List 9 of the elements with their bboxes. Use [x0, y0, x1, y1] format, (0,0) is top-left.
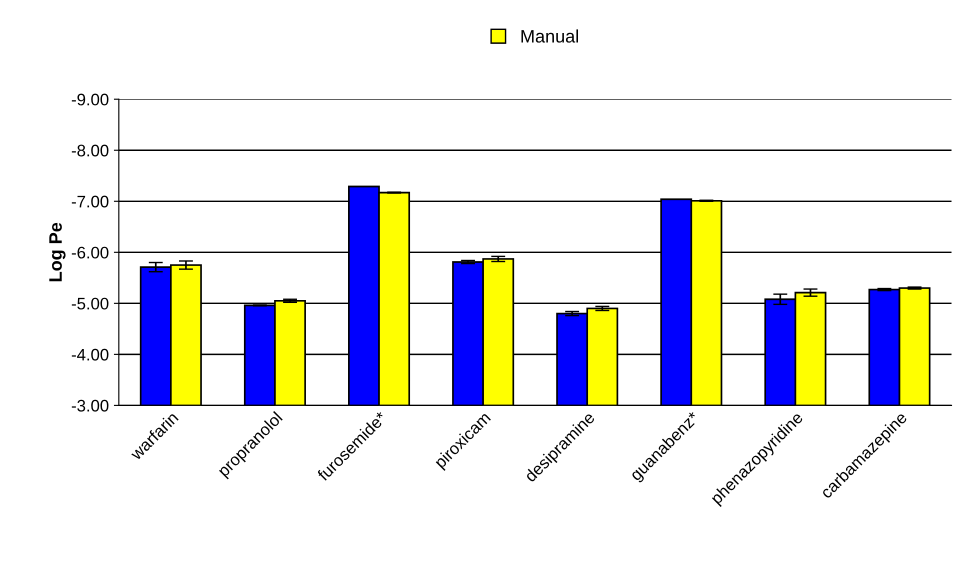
y-axis-title: Log Pe [49, 222, 66, 282]
y-tick-label: -7.00 [72, 196, 108, 208]
legend-label: Manual [521, 29, 578, 43]
y-tick-label: -5.00 [72, 298, 108, 310]
y-tick-label: -6.00 [72, 246, 108, 259]
y-tick-label: -4.00 [72, 348, 108, 361]
y-tick-label: -8.00 [72, 144, 108, 156]
y-tick-label: -9.00 [72, 94, 108, 106]
y-tick-label: -3.00 [72, 400, 108, 412]
